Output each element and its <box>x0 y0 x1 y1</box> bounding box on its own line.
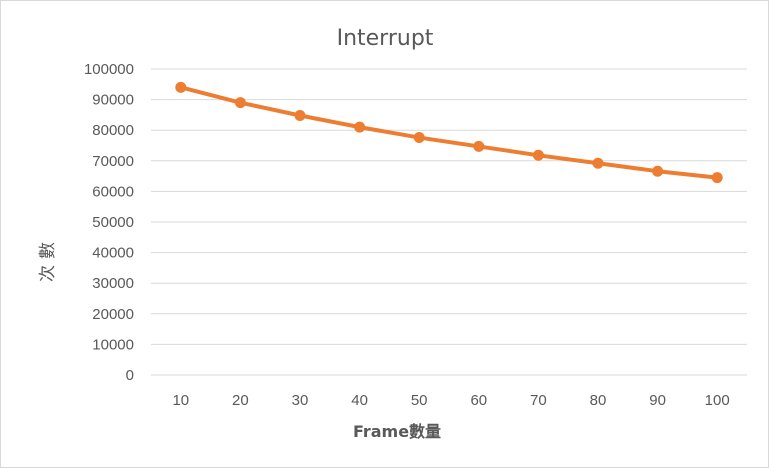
series-line <box>178 85 720 180</box>
y-tick-label: 90000 <box>92 92 134 109</box>
data-point <box>711 172 723 184</box>
y-axis-label: 次數 <box>38 236 58 282</box>
data-point <box>354 121 366 133</box>
y-tick-label: 20000 <box>92 306 134 323</box>
data-point <box>652 165 664 177</box>
x-tick-label: 80 <box>590 392 607 409</box>
x-tick-label: 70 <box>530 392 547 409</box>
x-tick-label: 100 <box>705 392 730 409</box>
series-layer <box>175 81 723 184</box>
data-point <box>473 140 485 152</box>
x-tick-label: 90 <box>649 392 666 409</box>
x-axis-label: Frame數量 <box>353 422 441 441</box>
x-axis-ticks: 10 20 30 40 50 60 70 80 90 100 <box>172 392 729 409</box>
y-tick-label: 0 <box>126 367 134 384</box>
y-tick-label: 70000 <box>92 153 134 170</box>
y-tick-label: 60000 <box>92 183 134 200</box>
x-tick-label: 60 <box>470 392 487 409</box>
y-tick-label: 100000 <box>84 61 134 78</box>
x-tick-label: 20 <box>232 392 249 409</box>
x-tick-label: 10 <box>172 392 189 409</box>
data-point <box>234 97 246 109</box>
data-point <box>175 81 187 93</box>
gridlines <box>151 68 747 376</box>
y-tick-label: 80000 <box>92 122 134 139</box>
x-tick-label: 30 <box>292 392 309 409</box>
chart-title: Interrupt <box>337 26 434 51</box>
y-tick-label: 30000 <box>92 275 134 292</box>
x-tick-label: 40 <box>351 392 368 409</box>
y-tick-label: 40000 <box>92 245 134 262</box>
y-tick-label: 10000 <box>92 336 134 353</box>
data-point <box>294 110 306 122</box>
data-point <box>532 149 544 161</box>
data-point <box>413 132 425 144</box>
y-tick-label: 50000 <box>92 214 134 231</box>
x-tick-label: 50 <box>411 392 428 409</box>
y-axis-ticks: 0 10000 20000 30000 40000 50000 60000 70000 8000… <box>84 61 134 384</box>
data-point <box>592 157 604 169</box>
